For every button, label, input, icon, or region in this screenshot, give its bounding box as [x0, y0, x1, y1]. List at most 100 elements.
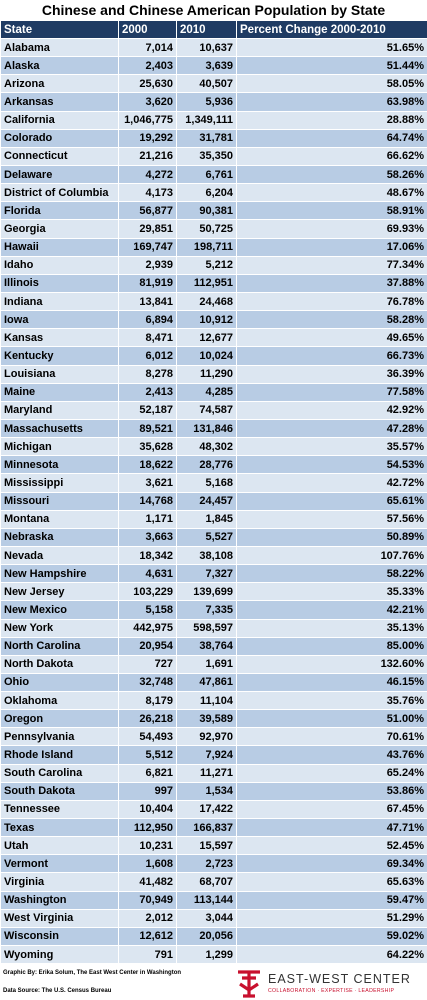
value-cell: 19,292	[118, 128, 177, 148]
table-row: Alabama 7,014 10,637 51.65%	[0, 37, 427, 58]
state-cell: Arkansas	[0, 92, 119, 112]
value-cell: 1,845	[176, 509, 237, 529]
value-cell: 4,272	[118, 164, 177, 185]
value-cell: 5,212	[176, 255, 237, 275]
value-cell: 10,404	[118, 799, 177, 820]
value-cell: 35,350	[176, 146, 237, 166]
table-row: North Dakota 727 1,691 132.60%	[0, 654, 427, 674]
table-row: West Virginia 2,012 3,044 51.29%	[0, 908, 427, 928]
value-cell: 7,335	[176, 600, 237, 620]
state-cell: District of Columbia	[0, 183, 119, 203]
value-cell: 10,912	[176, 310, 237, 330]
table-row: Arkansas 3,620 5,936 63.98%	[0, 92, 427, 112]
value-cell: 6,761	[176, 164, 237, 185]
state-cell: Montana	[0, 509, 119, 529]
state-cell: Iowa	[0, 310, 119, 330]
value-cell: 112,951	[176, 273, 237, 293]
table-row: Iowa 6,894 10,912 58.28%	[0, 310, 427, 330]
value-cell: 35,628	[118, 437, 177, 457]
source: Data Source: The U.S. Census Bureau	[3, 988, 112, 995]
value-cell: 51.00%	[236, 709, 427, 729]
table-row: Arizona 25,630 40,507 58.05%	[0, 74, 427, 94]
state-cell: Maine	[0, 382, 119, 402]
table-row: Michigan 35,628 48,302 35.57%	[0, 437, 427, 457]
value-cell: 28,776	[176, 455, 237, 475]
table-row: Indiana 13,841 24,468 76.78%	[0, 291, 427, 312]
value-cell: 48.67%	[236, 183, 427, 203]
value-cell: 103,229	[118, 582, 177, 602]
value-cell: 113,144	[176, 890, 237, 910]
value-cell: 37.88%	[236, 273, 427, 293]
state-cell: Michigan	[0, 437, 119, 457]
value-cell: 1,046,775	[118, 110, 177, 130]
table-row: Oregon 26,218 39,589 51.00%	[0, 709, 427, 729]
value-cell: 53.86%	[236, 781, 427, 801]
value-cell: 11,290	[176, 364, 237, 384]
table-row: Delaware 4,272 6,761 58.26%	[0, 164, 427, 185]
table-row: Idaho 2,939 5,212 77.34%	[0, 255, 427, 275]
value-cell: 49.65%	[236, 328, 427, 348]
value-cell: 42.72%	[236, 473, 427, 493]
table-row: Virginia 41,482 68,707 65.63%	[0, 872, 427, 892]
value-cell: 66.62%	[236, 146, 427, 166]
value-cell: 57.56%	[236, 509, 427, 529]
table-row: Pennsylvania 54,493 92,970 70.61%	[0, 727, 427, 747]
state-cell: Virginia	[0, 872, 119, 892]
value-cell: 132.60%	[236, 654, 427, 674]
value-cell: 77.34%	[236, 255, 427, 275]
value-cell: 12,677	[176, 328, 237, 348]
value-cell: 6,012	[118, 346, 177, 366]
value-cell: 2,939	[118, 255, 177, 275]
header-row: State 2000 2010 Percent Change 2000-2010	[0, 20, 427, 39]
value-cell: 11,271	[176, 763, 237, 783]
value-cell: 2,723	[176, 854, 237, 874]
value-cell: 35.13%	[236, 618, 427, 638]
value-cell: 35.33%	[236, 582, 427, 602]
value-cell: 51.44%	[236, 56, 427, 76]
value-cell: 6,204	[176, 183, 237, 203]
value-cell: 38,108	[176, 545, 237, 566]
value-cell: 43.76%	[236, 745, 427, 765]
value-cell: 76.78%	[236, 291, 427, 312]
value-cell: 63.98%	[236, 92, 427, 112]
table-row: Georgia 29,851 50,725 69.93%	[0, 219, 427, 239]
value-cell: 68,707	[176, 872, 237, 892]
value-cell: 2,413	[118, 382, 177, 402]
table-row: Connecticut 21,216 35,350 66.62%	[0, 146, 427, 166]
table-row: Minnesota 18,622 28,776 54.53%	[0, 455, 427, 475]
value-cell: 1,608	[118, 854, 177, 874]
value-cell: 59.47%	[236, 890, 427, 910]
header-cell: State	[0, 20, 119, 39]
table-row: Oklahoma 8,179 11,104 35.76%	[0, 691, 427, 711]
value-cell: 8,278	[118, 364, 177, 384]
value-cell: 50.89%	[236, 527, 427, 547]
value-cell: 51.29%	[236, 908, 427, 928]
value-cell: 69.34%	[236, 854, 427, 874]
table-row: Vermont 1,608 2,723 69.34%	[0, 854, 427, 874]
state-cell: Pennsylvania	[0, 727, 119, 747]
value-cell: 3,663	[118, 527, 177, 547]
value-cell: 6,821	[118, 763, 177, 783]
state-cell: Alaska	[0, 56, 119, 76]
value-cell: 4,631	[118, 564, 177, 584]
value-cell: 70,949	[118, 890, 177, 910]
table-row: California 1,046,775 1,349,111 28.88%	[0, 110, 427, 130]
state-cell: Illinois	[0, 273, 119, 293]
state-cell: Florida	[0, 201, 119, 221]
value-cell: 41,482	[118, 872, 177, 892]
value-cell: 11,104	[176, 691, 237, 711]
value-cell: 5,527	[176, 527, 237, 547]
value-cell: 90,381	[176, 201, 237, 221]
logo-name: EAST-WEST CENTER	[268, 972, 411, 987]
value-cell: 20,056	[176, 926, 237, 947]
state-cell: Ohio	[0, 672, 119, 693]
state-cell: Nevada	[0, 545, 119, 566]
state-cell: Colorado	[0, 128, 119, 148]
state-cell: New York	[0, 618, 119, 638]
value-cell: 58.28%	[236, 310, 427, 330]
state-cell: Indiana	[0, 291, 119, 312]
value-cell: 47.28%	[236, 418, 427, 439]
value-cell: 58.26%	[236, 164, 427, 185]
value-cell: 64.22%	[236, 945, 427, 965]
